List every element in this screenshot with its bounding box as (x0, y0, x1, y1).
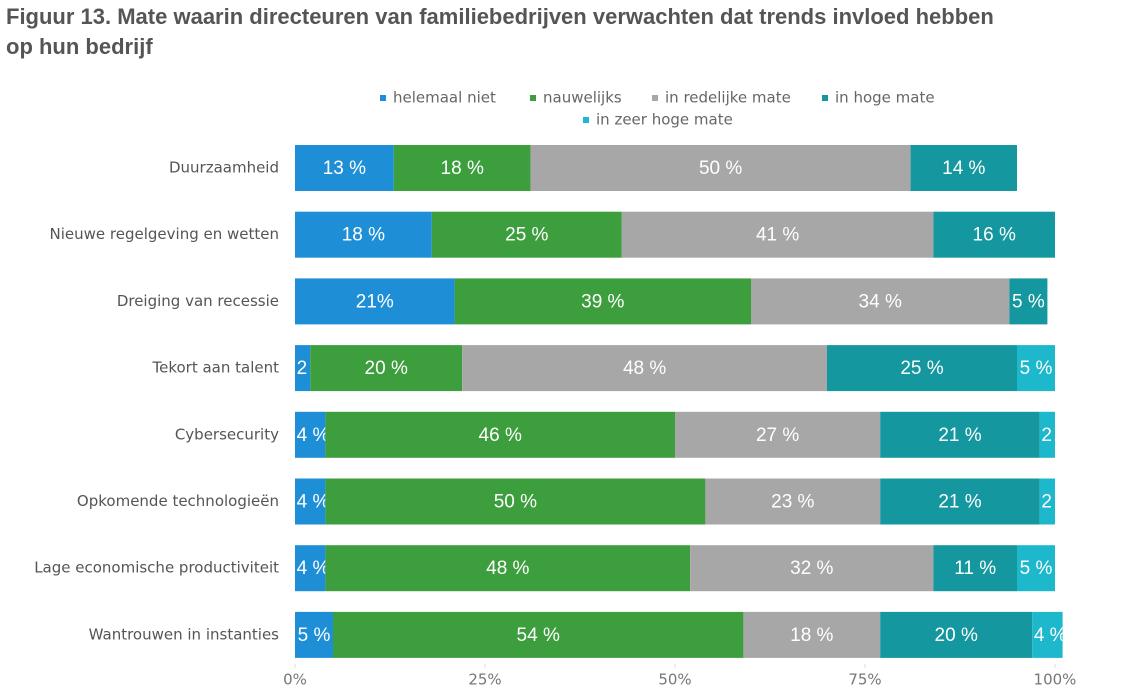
bar-segment (705, 478, 881, 525)
bar-segment (295, 545, 326, 592)
bar-segment (295, 145, 394, 191)
value-label: 14 % (942, 158, 985, 179)
bar-segment (462, 345, 827, 392)
bar-segment (295, 611, 333, 658)
value-label: 20 % (365, 358, 408, 379)
value-label: 11 % (954, 558, 996, 579)
legend-label: in zeer hoge mate (596, 111, 733, 129)
value-label: 18 % (441, 158, 484, 179)
bar-segment (454, 278, 751, 325)
bar-segment (295, 478, 326, 525)
value-label: 21 % (938, 492, 981, 513)
bar-segment (1039, 411, 1055, 458)
legend-swatch (652, 95, 658, 101)
value-label: 18 % (342, 225, 385, 246)
bar-segment (295, 278, 455, 325)
x-tick-label: 50% (658, 671, 691, 689)
bar-segment (393, 145, 531, 191)
category-label: Duurzaamheid (169, 159, 279, 177)
x-tick-label: 25% (468, 671, 501, 689)
legend-label: in hoge mate (835, 89, 935, 107)
bar-segment (933, 211, 1055, 258)
bar-segment (295, 211, 432, 258)
value-label: 34 % (859, 291, 902, 312)
value-label: 32 % (790, 558, 833, 579)
value-label: 48 % (486, 558, 529, 579)
x-tick-label: 100% (1034, 671, 1077, 689)
bar-segment (690, 545, 934, 592)
value-label: 5 % (1020, 558, 1053, 579)
value-label: 21% (356, 291, 394, 312)
bar-segment (310, 345, 463, 392)
value-label: 16 % (973, 225, 1016, 246)
bar-segment (530, 145, 911, 191)
value-label: 5 % (1012, 291, 1045, 312)
bar-segment (325, 478, 706, 525)
value-label: 4 % (297, 425, 330, 446)
value-label: 18 % (790, 625, 833, 646)
bar-segment (1017, 345, 1055, 392)
value-label: 2 % (1041, 492, 1074, 513)
bar-segment (1009, 278, 1048, 325)
bar-segment (751, 278, 1010, 325)
value-label: 20 % (935, 625, 978, 646)
category-label: Wantrouwen in instanties (89, 625, 280, 643)
value-label: 4 % (1034, 625, 1067, 646)
value-label: 39 % (581, 291, 624, 312)
bar-segment (743, 611, 881, 658)
bar-segment (1039, 478, 1055, 525)
chart-title: Figuur 13. Mate waarin directeuren van f… (6, 4, 994, 59)
value-label: 5 % (298, 625, 331, 646)
bar-segment (880, 478, 1040, 525)
category-label: Tekort aan talent (151, 359, 279, 377)
category-label: Dreiging van recessie (117, 292, 279, 310)
bar-segment (295, 411, 326, 458)
category-label: Cybersecurity (175, 425, 279, 443)
category-label: Lage economische productiviteit (34, 559, 279, 577)
bar-segment (880, 411, 1040, 458)
value-label: 54 % (517, 625, 560, 646)
legend-swatch (380, 95, 386, 101)
bar-segment (325, 411, 675, 458)
bar-segment (1017, 545, 1055, 592)
bar-segment (621, 211, 934, 258)
bar-segment (880, 611, 1033, 658)
value-label: 25 % (900, 358, 943, 379)
bar-segment (325, 545, 691, 592)
bar-segment (295, 345, 311, 392)
value-label: 4 % (297, 492, 330, 513)
category-label: Nieuwe regelgeving en wetten (50, 225, 279, 243)
bar-segment (333, 611, 744, 658)
value-label: 50 % (699, 158, 742, 179)
legend-label: nauwelijks (543, 89, 622, 107)
bar-segment (933, 545, 1017, 592)
value-label: 13 % (323, 158, 366, 179)
value-label: 50 % (494, 492, 537, 513)
legend-swatch (822, 95, 828, 101)
bar-segment (910, 145, 1017, 191)
x-tick-label: 0% (283, 671, 307, 689)
category-label: Opkomende technologieën (77, 492, 279, 510)
value-label: 46 % (479, 425, 522, 446)
value-label: 23 % (771, 492, 814, 513)
value-label: 48 % (623, 358, 666, 379)
bar-segment (1032, 611, 1063, 658)
legend-label: helemaal niet (393, 89, 496, 107)
value-label: 5 % (1020, 358, 1053, 379)
value-label: 27 % (756, 425, 799, 446)
legend-label: in redelijke mate (665, 89, 791, 107)
value-label: 25 % (505, 225, 548, 246)
value-label: 21 % (938, 425, 981, 446)
bar-segment (827, 345, 1017, 392)
value-label: 41 % (756, 225, 799, 246)
legend-swatch (583, 117, 589, 123)
legend-swatch (530, 95, 536, 101)
bar-segment (675, 411, 881, 458)
bar-segment (431, 211, 622, 258)
x-tick-label: 75% (848, 671, 881, 689)
value-label: 2 % (1041, 425, 1074, 446)
value-label: 4 % (297, 558, 330, 579)
